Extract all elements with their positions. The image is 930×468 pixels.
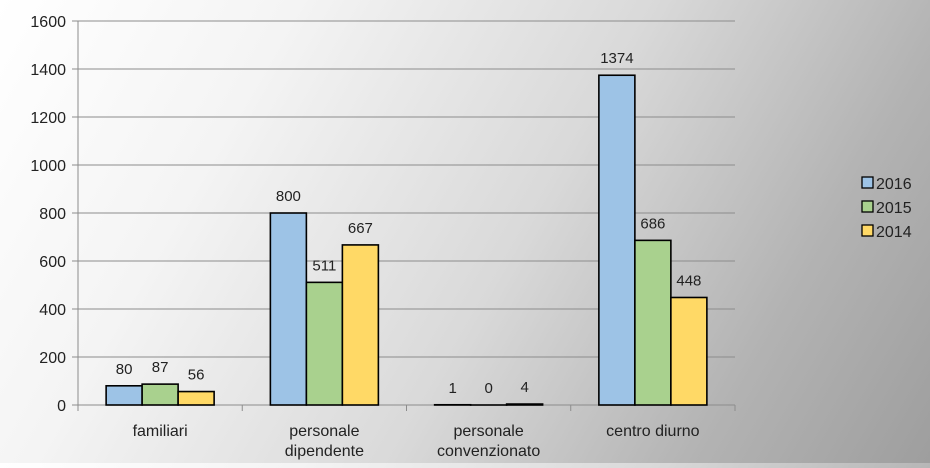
data-label: 1 <box>448 380 456 397</box>
data-label: 56 <box>188 367 205 384</box>
legend-swatch <box>862 201 873 212</box>
category-label: familiari <box>133 423 188 440</box>
data-label: 448 <box>676 272 701 289</box>
legend-swatch <box>862 177 873 188</box>
legend-label: 2015 <box>876 200 912 217</box>
y-tick-label: 400 <box>39 302 66 319</box>
legend-label: 2016 <box>876 176 912 193</box>
bar-2014-1 <box>342 245 378 405</box>
category-label: centro diurno <box>606 423 699 440</box>
bar-2014-3 <box>671 297 707 405</box>
data-label: 0 <box>484 380 492 397</box>
data-label: 80 <box>116 361 133 378</box>
y-tick-label: 200 <box>39 350 66 367</box>
bar-2016-0 <box>106 386 142 405</box>
y-tick-label: 0 <box>57 398 66 415</box>
bar-2015-0 <box>142 384 178 405</box>
category-label: dipendente <box>285 443 364 460</box>
data-label: 686 <box>640 215 665 232</box>
y-tick-label: 1600 <box>30 14 66 31</box>
y-tick-label: 800 <box>39 206 66 223</box>
bars <box>106 75 707 405</box>
bar-2015-1 <box>306 282 342 405</box>
bar-2016-3 <box>599 75 635 405</box>
y-tick-label: 1200 <box>30 110 66 127</box>
legend-label: 2014 <box>876 224 912 241</box>
bar-2014-0 <box>178 392 214 405</box>
bar-2016-1 <box>270 213 306 405</box>
bar-2015-3 <box>635 240 671 405</box>
y-tick-label: 1400 <box>30 62 66 79</box>
data-label: 4 <box>520 379 528 396</box>
category-label: personale <box>453 423 523 440</box>
data-label: 87 <box>152 359 169 376</box>
data-label: 511 <box>312 257 336 274</box>
category-label: personale <box>289 423 359 440</box>
data-label: 800 <box>276 188 301 205</box>
y-tick-label: 1000 <box>30 158 66 175</box>
data-label: 1374 <box>600 50 633 67</box>
category-label: convenzionato <box>437 443 540 460</box>
legend: 2016 2015 2014 <box>862 176 912 241</box>
y-tick-label: 600 <box>39 254 66 271</box>
bar-2014-2 <box>507 404 543 405</box>
legend-swatch <box>862 225 873 236</box>
data-label: 667 <box>348 220 373 237</box>
